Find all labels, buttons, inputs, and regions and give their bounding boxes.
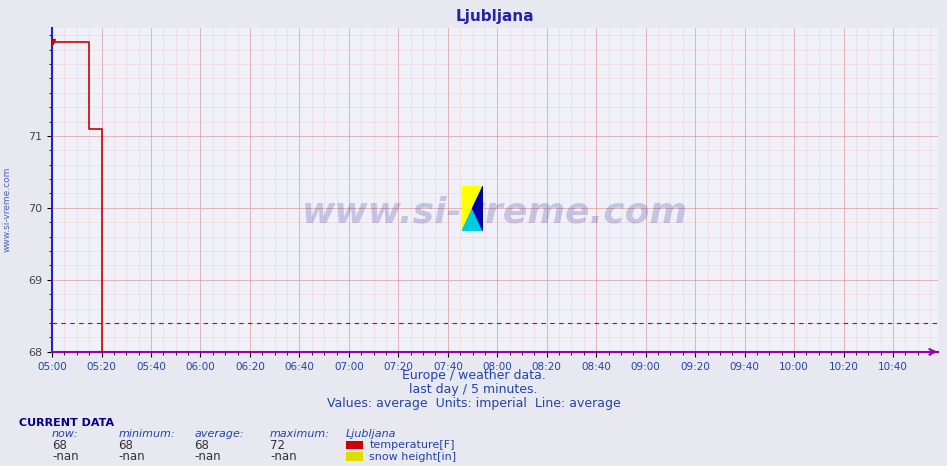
Text: Ljubljana: Ljubljana: [346, 429, 396, 439]
Text: 72: 72: [270, 439, 285, 452]
Title: Ljubljana: Ljubljana: [456, 9, 534, 24]
Text: minimum:: minimum:: [118, 429, 175, 439]
Text: 68: 68: [194, 439, 209, 452]
Text: 68: 68: [118, 439, 134, 452]
Text: -nan: -nan: [270, 450, 296, 463]
Polygon shape: [462, 186, 483, 231]
Text: snow height[in]: snow height[in]: [369, 452, 456, 462]
Text: temperature[F]: temperature[F]: [369, 440, 455, 450]
Text: -nan: -nan: [118, 450, 145, 463]
Text: 68: 68: [52, 439, 67, 452]
Text: last day / 5 minutes.: last day / 5 minutes.: [409, 383, 538, 396]
Text: average:: average:: [194, 429, 243, 439]
Text: CURRENT DATA: CURRENT DATA: [19, 418, 114, 428]
Text: Europe / weather data.: Europe / weather data.: [402, 369, 545, 382]
Polygon shape: [462, 186, 483, 231]
Text: www.si-vreme.com: www.si-vreme.com: [302, 196, 688, 230]
Polygon shape: [473, 186, 483, 231]
Text: now:: now:: [52, 429, 79, 439]
Text: maximum:: maximum:: [270, 429, 330, 439]
Text: -nan: -nan: [194, 450, 221, 463]
Text: Values: average  Units: imperial  Line: average: Values: average Units: imperial Line: av…: [327, 397, 620, 410]
Text: www.si-vreme.com: www.si-vreme.com: [3, 167, 12, 253]
Text: -nan: -nan: [52, 450, 79, 463]
